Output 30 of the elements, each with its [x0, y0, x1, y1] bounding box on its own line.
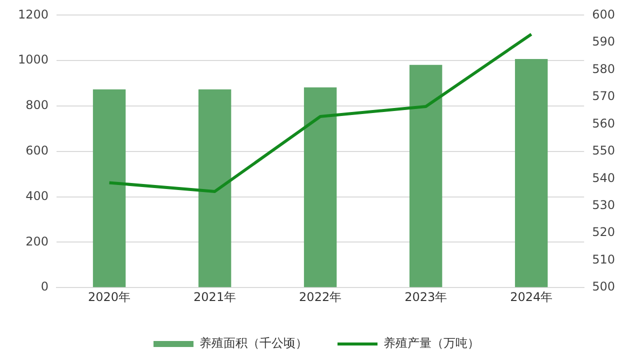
x-tick-label: 2024年: [510, 290, 553, 304]
bar: [198, 89, 232, 288]
y-tick-label: 600: [26, 144, 49, 158]
x-tick-label: 2022年: [299, 290, 342, 304]
bar: [304, 87, 337, 288]
y-tick-label: 400: [26, 188, 49, 203]
bar: [92, 89, 126, 288]
y2-tick-label: 580: [592, 62, 615, 76]
y-tick-label: 200: [26, 234, 49, 248]
y2-tick-label: 600: [592, 7, 615, 22]
y2-tick-label: 500: [592, 280, 615, 294]
y2-tick-label: 560: [592, 116, 615, 130]
bar: [514, 59, 548, 288]
legend-label: 养殖产量（万吨）: [384, 336, 480, 350]
legend-label: 养殖面积（千公顷）: [200, 336, 308, 350]
x-tick-label: 2021年: [194, 290, 236, 304]
x-tick-label: 2020年: [88, 290, 131, 304]
y2-tick-label: 590: [592, 34, 615, 49]
y2-tick-label: 540: [592, 170, 615, 185]
y-tick-label: 800: [26, 98, 49, 112]
y2-tick-label: 510: [592, 252, 615, 266]
y-tick-label: 1200: [18, 7, 49, 22]
y2-tick-label: 530: [592, 198, 615, 212]
x-tick-label: 2023年: [404, 290, 448, 304]
y2-tick-label: 520: [592, 225, 615, 240]
y2-tick-label: 550: [592, 144, 615, 158]
y-tick-label: 0: [40, 280, 49, 294]
bar: [409, 64, 442, 288]
y2-tick-label: 570: [592, 89, 615, 104]
y-tick-label: 1000: [18, 52, 49, 67]
